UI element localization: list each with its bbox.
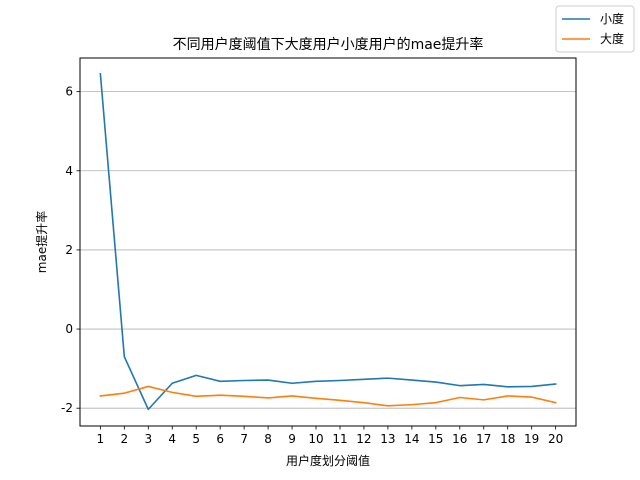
legend-label: 小度 — [600, 11, 624, 26]
series-line — [99, 72, 557, 411]
series-line — [99, 385, 557, 407]
x-tick-label: 19 — [524, 432, 539, 446]
x-tick-label: 10 — [308, 432, 323, 446]
y-axis: -2 0 2 4 6 — [61, 85, 80, 415]
x-tick-label: 3 — [144, 432, 152, 446]
x-tick-label: 20 — [548, 432, 563, 446]
y-axis-label: mae提升率 — [34, 211, 49, 273]
x-tick-label: 9 — [288, 432, 296, 446]
y-tick-label: 2 — [65, 243, 73, 257]
x-tick-label: 14 — [404, 432, 419, 446]
y-tick-label: 4 — [65, 164, 73, 178]
x-tick-label: 7 — [240, 432, 248, 446]
legend-frame — [555, 5, 635, 53]
x-tick-label: 18 — [500, 432, 515, 446]
gridlines — [80, 91, 576, 409]
y-tick-label: -2 — [61, 401, 73, 415]
x-tick-label: 5 — [192, 432, 200, 446]
x-tick-label: 1 — [97, 432, 105, 446]
chart-title: 不同用户度阈值下大度用户小度用户的mae提升率 — [173, 36, 484, 53]
x-tick-label: 17 — [476, 432, 491, 446]
y-tick-label: 6 — [65, 85, 73, 99]
x-axis-label: 用户度划分阈值 — [286, 453, 370, 468]
x-tick-label: 4 — [168, 432, 176, 446]
x-tick-label: 2 — [121, 432, 129, 446]
x-axis: 1 2 3 4 5 6 7 8 9 10 11 12 13 14 15 16 17 18 19 20 — [97, 426, 563, 446]
x-tick-label: 12 — [356, 432, 371, 446]
y-tick-label: 0 — [65, 322, 73, 336]
x-tick-label: 16 — [452, 432, 467, 446]
x-tick-label: 11 — [332, 432, 347, 446]
plot-frame — [79, 57, 577, 427]
x-tick-label: 13 — [380, 432, 395, 446]
legend-label: 大度 — [600, 31, 624, 46]
x-tick-label: 8 — [264, 432, 272, 446]
series-lines — [99, 72, 557, 411]
x-tick-label: 15 — [428, 432, 443, 446]
x-tick-label: 6 — [216, 432, 224, 446]
